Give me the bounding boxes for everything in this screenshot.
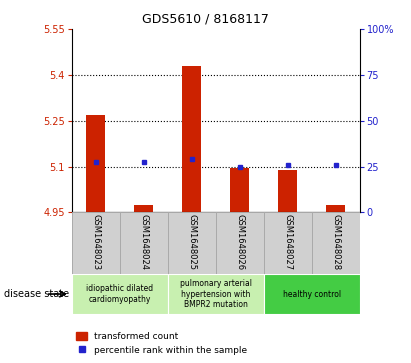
Text: healthy control: healthy control	[283, 290, 341, 298]
Bar	[168, 212, 216, 274]
Bar	[168, 274, 264, 314]
Text: GSM1648024: GSM1648024	[139, 214, 148, 270]
Text: GSM1648023: GSM1648023	[91, 214, 100, 270]
Bar	[182, 66, 201, 212]
Text: GSM1648026: GSM1648026	[235, 214, 244, 270]
Bar	[72, 274, 168, 314]
Bar	[326, 205, 345, 212]
Bar	[230, 168, 249, 212]
Text: idiopathic dilated
cardiomyopathy: idiopathic dilated cardiomyopathy	[86, 284, 153, 304]
Text: pulmonary arterial
hypertension with
BMPR2 mutation: pulmonary arterial hypertension with BMP…	[180, 279, 252, 309]
Text: disease state: disease state	[4, 289, 69, 299]
Bar	[278, 170, 297, 212]
Bar	[312, 212, 360, 274]
Bar	[216, 212, 264, 274]
Text: GDS5610 / 8168117: GDS5610 / 8168117	[142, 13, 269, 26]
Text: GSM1648027: GSM1648027	[283, 214, 292, 270]
Bar	[120, 212, 168, 274]
Bar	[72, 212, 120, 274]
Legend: transformed count, percentile rank within the sample: transformed count, percentile rank withi…	[76, 333, 247, 355]
Bar	[264, 274, 360, 314]
Text: GSM1648028: GSM1648028	[331, 214, 340, 270]
Bar	[134, 205, 153, 212]
Text: GSM1648025: GSM1648025	[187, 214, 196, 270]
Bar	[86, 115, 106, 212]
Bar	[264, 212, 312, 274]
